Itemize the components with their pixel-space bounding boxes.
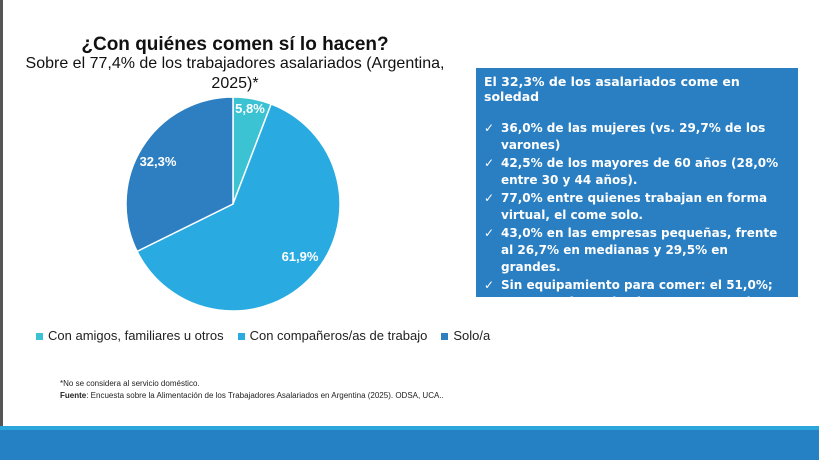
legend: Con amigos, familiares u otros Con compa… [36,328,490,343]
data-label: 32,3% [140,154,177,169]
legend-swatch [441,333,449,341]
legend-label: Solo/a [453,328,491,343]
footer-band [0,430,819,460]
pie-chart: 5,8% 61,9% 32,3% [125,96,341,312]
summary-item-text: 77,0% entre quienes trabajan en forma vi… [501,191,768,222]
summary-item-text: 36,0% de las mujeres (vs. 29,7% de los v… [501,121,766,152]
legend-label: Con amigos, familiares u otros [48,328,224,343]
chart-subtitle: Sobre el 77,4% de los trabajadores asala… [25,55,445,92]
data-label: 61,9% [282,249,319,264]
legend-swatch [36,333,43,341]
source-text: : Encuesta sobre la Alimentación de los … [86,391,444,400]
source: Fuente: Encuesta sobre la Alimentación d… [60,390,444,402]
summary-item: ✓ 36,0% de las mujeres (vs. 29,7% de los … [484,120,790,154]
summary-item: ✓ Sin equipamiento para comer: el 51,0%; … [484,277,790,311]
pie-slice [136,103,341,312]
data-label: 5,8% [235,101,265,116]
summary-item-text: 43,0% en las empresas pequeñas, frente a… [501,226,778,274]
check-icon: ✓ [484,121,495,135]
source-label: Fuente [60,391,87,400]
legend-item: Con compañeros/as de trabajo [237,328,428,343]
legend-item: Solo/a [441,328,490,343]
summary-item: ✓ 43,0% en las empresas pequeñas, frente … [484,225,790,276]
check-icon: ✓ [484,156,495,170]
summary-item: ✓ 77,0% entre quienes trabajan en forma v… [484,190,790,224]
check-icon: ✓ [484,191,495,205]
footnotes: *No se considera al servicio doméstico. … [60,378,444,402]
summary-box: El 32,3% de los asalariados come en sole… [476,68,798,309]
legend-label: Con compañeros/as de trabajo [249,328,428,343]
chart-title: ¿Con quiénes comen sí lo hacen? [81,34,389,55]
legend-swatch [237,333,245,341]
left-edge [0,0,3,430]
check-icon: ✓ [484,278,495,292]
footnote: *No se considera al servicio doméstico. [60,379,200,388]
summary-item: ✓ 42,5% de los mayores de 60 años (28,0% … [484,155,790,189]
summary-item-text: 42,5% de los mayores de 60 años (28,0% e… [501,156,779,187]
summary-title: El 32,3% de los asalariados come en sole… [484,74,740,104]
summary-item-text: Sin equipamiento para comer: el 51,0%; c… [501,278,773,309]
summary-list: ✓ 36,0% de las mujeres (vs. 29,7% de los … [484,120,790,311]
pie-slice [125,96,234,253]
footer-stripe [0,426,819,430]
check-icon: ✓ [484,226,495,240]
legend-item: Con amigos, familiares u otros [36,328,224,343]
